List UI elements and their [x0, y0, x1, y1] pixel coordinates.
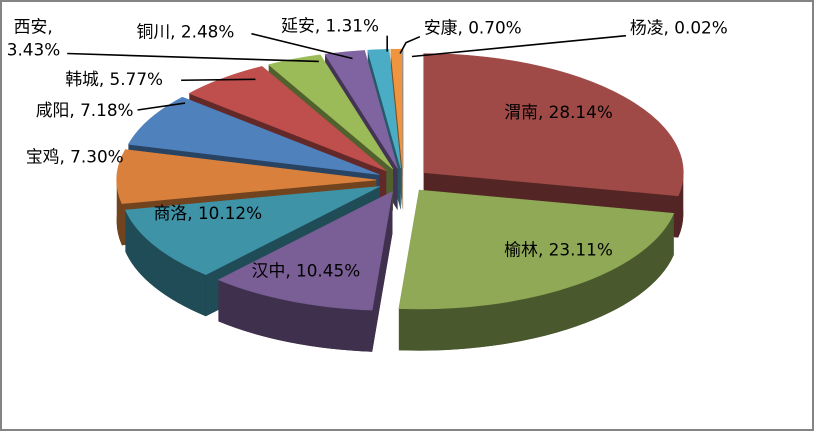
pie-slice-yanan: [367, 49, 402, 169]
pie-slice-rim-baoji: [116, 179, 122, 246]
slice-label-baoji: 宝鸡, 7.30%: [26, 146, 124, 166]
slice-label-xian: 西安,: [14, 17, 53, 37]
pie-slice-shangluo: [124, 186, 380, 275]
pie-slice-xian: [268, 54, 394, 170]
leader-line-xian: [67, 52, 319, 63]
slice-label-xianyang: 咸阳, 7.18%: [36, 100, 134, 120]
slice-label-tongchuan: 铜川, 2.48%: [137, 22, 235, 42]
pie-slice-rim-weinan: [678, 172, 684, 238]
pie-slice-rim-hanzhong: [218, 279, 373, 352]
slice-label-yulin: 榆林, 23.11%: [504, 240, 613, 260]
slice-label-shangluo: 商洛, 10.12%: [154, 203, 263, 223]
pie-slice-hancheng: [188, 66, 387, 172]
slice-label-ankang: 安康, 0.70%: [424, 18, 522, 38]
pie-slice-yulin: [398, 189, 675, 310]
slice-label-hanzhong: 汉中, 10.45%: [252, 260, 361, 280]
pie-slice-xianyang: [127, 96, 380, 175]
slice-label-hancheng: 韩城, 5.77%: [65, 69, 163, 89]
slice-label-yanan: 延安, 1.31%: [281, 16, 379, 36]
leader-line-tongchuan: [251, 32, 353, 60]
slice-label-xian: 3.43%: [7, 39, 60, 59]
leader-line-xianyang: [137, 102, 186, 111]
leader-line-hancheng: [181, 78, 256, 82]
slice-label-weinan: 渭南, 28.14%: [504, 102, 613, 122]
pie-slice-rim-yulin: [398, 213, 674, 351]
leader-line-ankang: [399, 35, 421, 54]
pie-slice-tongchuan: [324, 50, 398, 169]
leader-line-yangling: [411, 34, 627, 58]
slice-label-yangling: 杨凌, 0.02%: [630, 18, 728, 38]
pie-slice-rim-shangluo: [125, 210, 206, 317]
pie-slice-weinan: [423, 53, 684, 197]
pie-slice-hanzhong: [217, 191, 393, 311]
pie-slice-baoji: [116, 149, 377, 204]
